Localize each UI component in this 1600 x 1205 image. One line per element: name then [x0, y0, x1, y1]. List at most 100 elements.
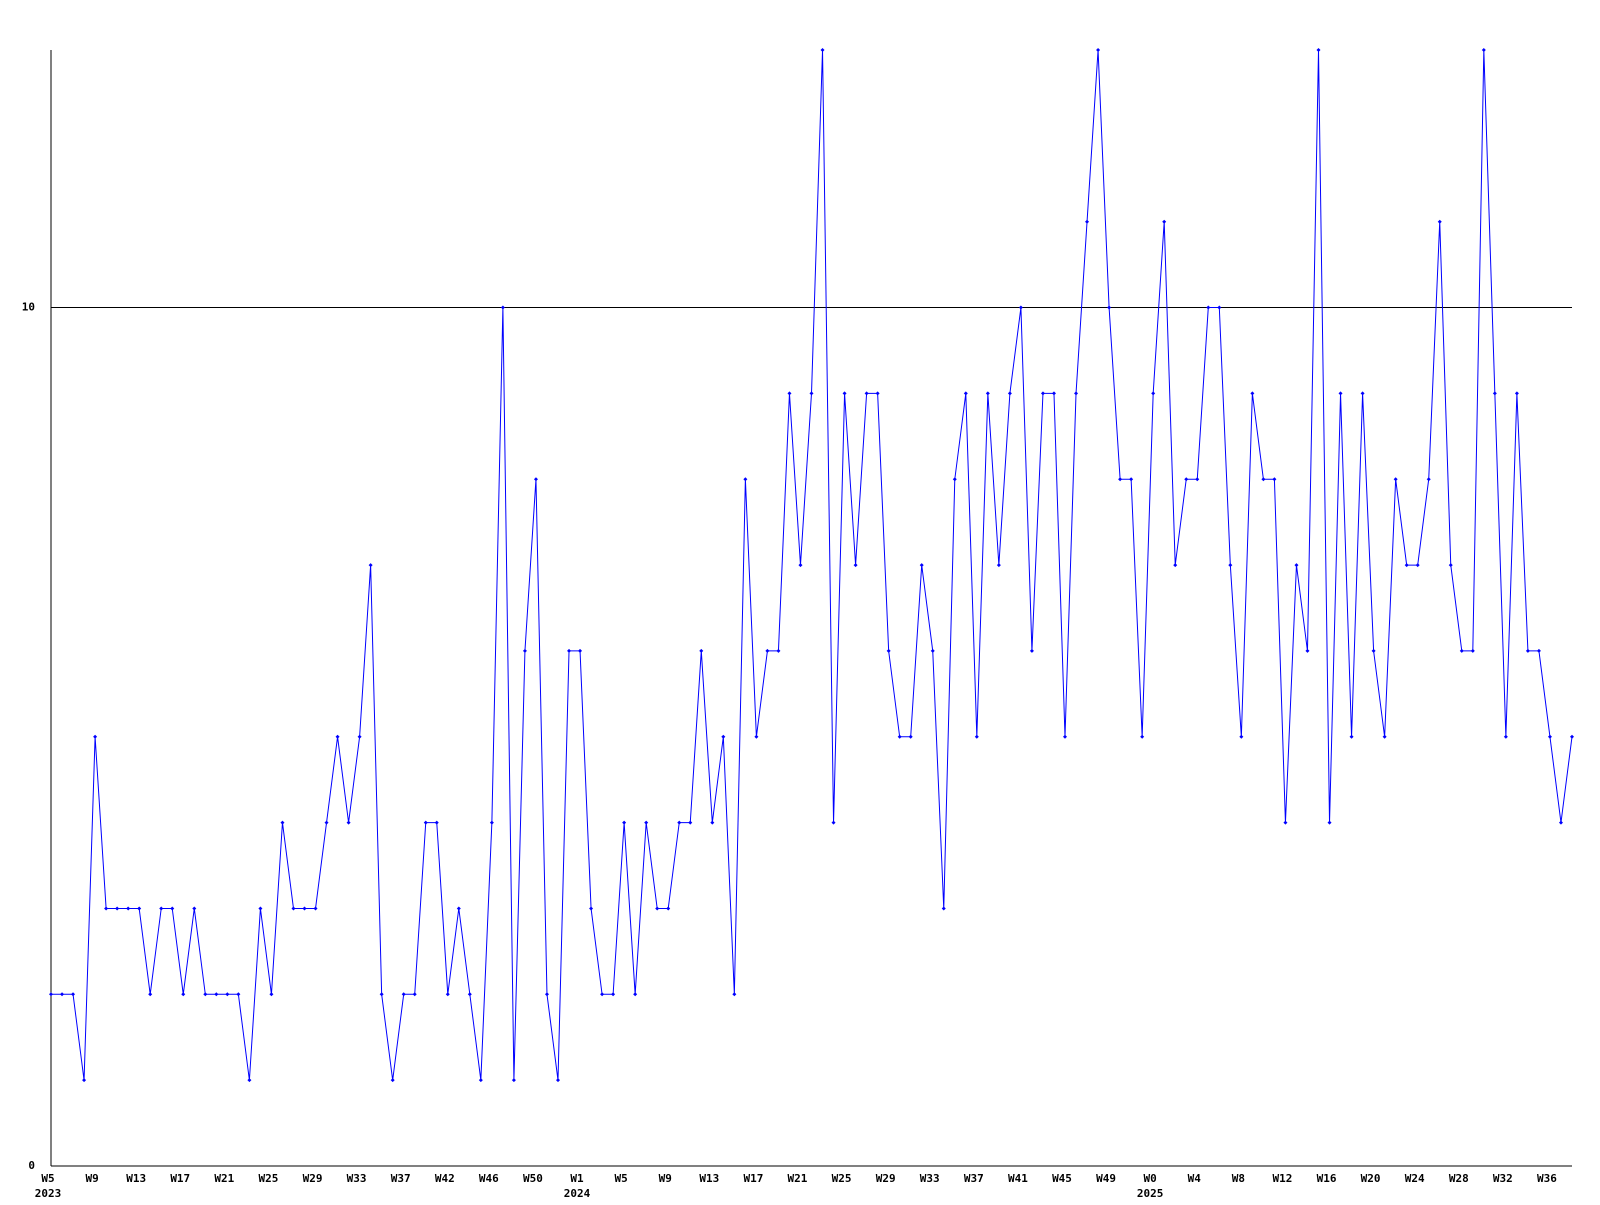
point-marker — [941, 906, 946, 911]
y-tick-label: 10 — [22, 301, 35, 314]
x-tick-label: W5 — [41, 1172, 54, 1185]
point-marker — [60, 992, 65, 997]
point-marker — [324, 820, 329, 825]
point-marker — [600, 992, 605, 997]
point-marker — [1272, 477, 1277, 482]
point-marker — [445, 992, 450, 997]
point-marker — [489, 820, 494, 825]
point-marker — [93, 734, 98, 739]
point-marker — [1217, 305, 1222, 310]
x-tick-label: W36 — [1537, 1172, 1557, 1185]
point-marker — [500, 305, 505, 310]
x-tick-label: W32 — [1493, 1172, 1513, 1185]
x-tick-label: W33 — [920, 1172, 940, 1185]
point-marker — [908, 734, 913, 739]
x-tick-label: W37 — [964, 1172, 984, 1185]
x-tick-label: W29 — [876, 1172, 896, 1185]
x-tick-label: W9 — [659, 1172, 672, 1185]
point-marker — [1503, 734, 1508, 739]
point-marker — [853, 563, 858, 568]
point-marker — [1338, 391, 1343, 396]
x-tick-label: W28 — [1449, 1172, 1469, 1185]
point-marker — [732, 992, 737, 997]
point-marker — [522, 648, 527, 653]
point-marker — [754, 734, 759, 739]
point-marker — [1085, 219, 1090, 224]
point-marker — [578, 648, 583, 653]
point-marker — [644, 820, 649, 825]
x-tick-label: W49 — [1096, 1172, 1116, 1185]
point-marker — [831, 820, 836, 825]
x-tick-label: W29 — [303, 1172, 323, 1185]
point-marker — [214, 992, 219, 997]
point-marker — [963, 391, 968, 396]
point-marker — [1415, 563, 1420, 568]
x-tick-label: W0 — [1144, 1172, 1157, 1185]
x-tick-label: W4 — [1188, 1172, 1202, 1185]
point-marker — [533, 477, 538, 482]
point-marker — [798, 563, 803, 568]
point-marker — [677, 820, 682, 825]
point-marker — [225, 992, 230, 997]
x-tick-label: W42 — [435, 1172, 455, 1185]
point-marker — [1393, 477, 1398, 482]
point-marker — [1492, 391, 1497, 396]
point-marker — [1029, 648, 1034, 653]
point-marker — [346, 820, 351, 825]
point-marker — [787, 391, 792, 396]
point-marker — [611, 992, 616, 997]
point-marker — [126, 906, 131, 911]
point-marker — [1040, 391, 1045, 396]
point-marker — [897, 734, 902, 739]
point-marker — [1570, 734, 1574, 739]
point-marker — [919, 563, 924, 568]
point-marker — [1437, 219, 1442, 224]
point-marker — [1294, 563, 1299, 568]
point-marker — [1426, 477, 1431, 482]
point-marker — [952, 477, 957, 482]
point-marker — [974, 734, 979, 739]
point-marker — [1525, 648, 1530, 653]
point-marker — [49, 992, 53, 997]
x-tick-label: W16 — [1317, 1172, 1337, 1185]
point-marker — [1140, 734, 1145, 739]
point-marker — [1074, 391, 1079, 396]
point-marker — [1051, 391, 1056, 396]
point-marker — [1063, 734, 1067, 739]
point-marker — [137, 906, 142, 911]
point-marker — [589, 906, 594, 911]
series-line — [51, 49, 1573, 1081]
x-tick-label: W17 — [743, 1172, 763, 1185]
point-marker — [203, 992, 208, 997]
point-marker — [423, 820, 428, 825]
point-marker — [985, 391, 990, 396]
point-marker — [247, 1078, 252, 1083]
point-marker — [710, 820, 715, 825]
point-marker — [743, 477, 748, 482]
point-marker — [390, 1078, 395, 1083]
point-marker — [148, 992, 153, 997]
point-marker — [556, 1078, 560, 1083]
point-marker — [170, 906, 175, 911]
x-tick-label: W33 — [347, 1172, 367, 1185]
point-marker — [1162, 219, 1167, 224]
point-marker — [1173, 563, 1178, 568]
point-marker — [1129, 477, 1134, 482]
point-marker — [1239, 734, 1244, 739]
point-marker — [1184, 477, 1189, 482]
point-marker — [666, 906, 671, 911]
x-tick-label: W25 — [832, 1172, 852, 1185]
point-marker — [412, 992, 417, 997]
point-marker — [1096, 48, 1101, 52]
x-tick-label: W37 — [391, 1172, 411, 1185]
point-marker — [1195, 477, 1200, 482]
point-marker — [1459, 648, 1464, 653]
point-marker — [467, 992, 472, 997]
point-marker — [511, 1078, 516, 1083]
point-marker — [996, 563, 1001, 568]
x-tick-label: W9 — [85, 1172, 98, 1185]
point-marker — [1250, 391, 1255, 396]
point-marker — [1481, 48, 1486, 52]
point-marker — [192, 906, 197, 911]
